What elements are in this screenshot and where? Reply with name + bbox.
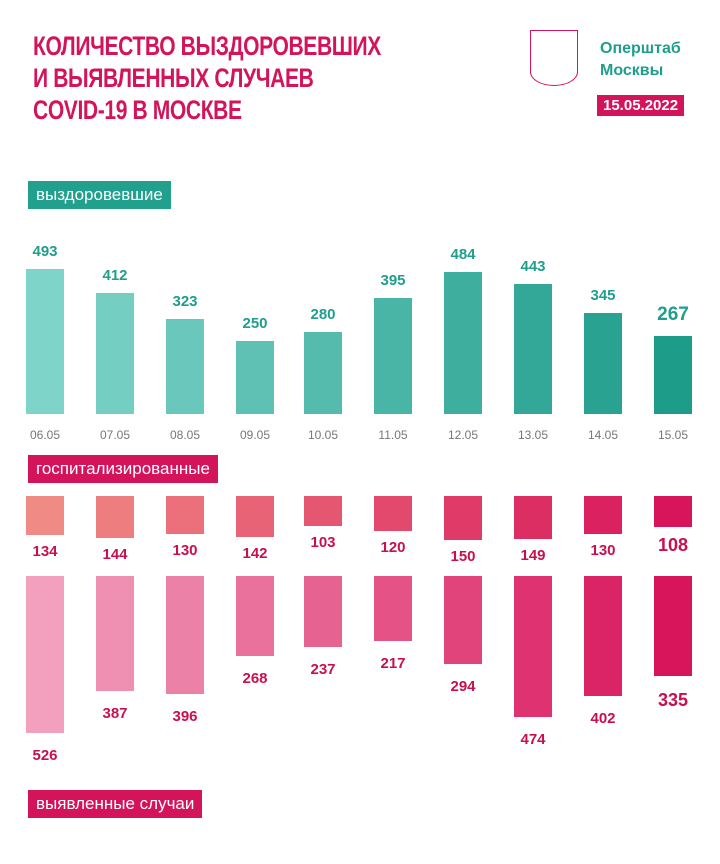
recovered-value: 493 (32, 243, 58, 261)
hospitalized-bar (166, 496, 204, 534)
cases-label: выявленные случаи (28, 790, 203, 818)
hospitalized-value: 149 (520, 547, 546, 565)
recovered-bar (166, 319, 204, 414)
hospitalized-label: госпитализированные (28, 455, 218, 483)
date-tick: 12.05 (447, 428, 479, 442)
date-tick: 06.05 (29, 428, 61, 442)
cases-bar (26, 576, 64, 733)
date-tick: 10.05 (307, 428, 339, 442)
recovered-bar (654, 335, 692, 414)
cases-bar (374, 576, 412, 641)
cases-value: 335 (657, 689, 689, 710)
cases-value: 387 (102, 705, 128, 723)
recovered-value: 267 (657, 303, 689, 325)
date-tick: 09.05 (239, 428, 271, 442)
recovered-value: 280 (310, 305, 336, 323)
recovered-bar (304, 331, 342, 414)
hospitalized-value: 130 (590, 541, 616, 559)
hospitalized-bar (514, 496, 552, 540)
title-line: КОЛИЧЕСТВО ВЫЗДОРОВЕВШИХ (33, 31, 381, 61)
recovered-value: 250 (242, 314, 268, 332)
hospitalized-value: 142 (242, 545, 268, 563)
hospitalized-bar (374, 496, 412, 531)
hospitalized-value: 120 (380, 538, 406, 556)
recovered-value: 323 (172, 293, 198, 311)
date-tick: 08.05 (169, 428, 201, 442)
moscow-emblem-icon (530, 30, 578, 86)
hospitalized-value: 103 (310, 533, 336, 551)
brand-line: Москвы (600, 62, 664, 79)
recovered-value: 443 (520, 257, 546, 275)
hospitalized-value: 130 (172, 541, 198, 559)
cases-bar (444, 576, 482, 664)
recovered-label: выздоровевшие (28, 181, 171, 209)
title-line: И ВЫЯВЛЕННЫХ СЛУЧАЕВ (33, 63, 314, 93)
date-tick: 13.05 (517, 428, 549, 442)
hospitalized-value: 150 (450, 547, 476, 565)
recovered-value: 412 (102, 266, 128, 284)
hospitalized-bar (236, 496, 274, 538)
date-tick: 11.05 (378, 428, 408, 442)
cases-value: 526 (32, 746, 58, 764)
recovered-bar (26, 269, 64, 414)
hospitalized-bar (444, 496, 482, 540)
hospitalized-value: 108 (657, 535, 689, 556)
cases-value: 402 (590, 709, 616, 727)
recovered-bar (444, 271, 482, 414)
cases-bar (304, 576, 342, 647)
cases-bar (514, 576, 552, 718)
cases-value: 268 (242, 669, 268, 687)
cases-value: 294 (450, 677, 476, 695)
hospitalized-value: 144 (102, 545, 128, 563)
recovered-value: 395 (380, 271, 406, 289)
recovered-value: 345 (590, 286, 616, 304)
cases-bar (584, 576, 622, 696)
brand: Оперштаб Москвы (600, 38, 681, 82)
recovered-value: 484 (450, 245, 476, 263)
recovered-bar (374, 297, 412, 414)
cases-bar (236, 576, 274, 656)
hospitalized-bar (304, 496, 342, 526)
hospitalized-bar (584, 496, 622, 534)
hospitalized-bar (96, 496, 134, 538)
date-tick: 15.05 (657, 428, 689, 442)
hospitalized-bar (654, 496, 692, 528)
date-tick: 14.05 (587, 428, 619, 442)
cases-value: 217 (380, 654, 406, 672)
date-badge: 15.05.2022 (597, 95, 685, 116)
cases-value: 237 (310, 660, 336, 678)
recovered-bar (96, 292, 134, 414)
recovered-bar (236, 340, 274, 414)
recovered-bar (514, 283, 552, 414)
brand-line: Оперштаб (600, 40, 681, 57)
cases-value: 396 (172, 708, 198, 725)
cases-value: 474 (520, 731, 546, 749)
date-tick: 07.05 (99, 428, 131, 442)
cases-bar (166, 576, 204, 694)
page-title: КОЛИЧЕСТВО ВЫЗДОРОВЕВШИХ И ВЫЯВЛЕННЫХ СЛ… (33, 30, 381, 126)
recovered-bar (584, 312, 622, 414)
cases-bar (96, 576, 134, 692)
hospitalized-value: 134 (32, 542, 58, 560)
title-line: COVID-19 В МОСКВЕ (33, 95, 242, 125)
cases-bar (654, 576, 692, 676)
hospitalized-bar (26, 496, 64, 535)
